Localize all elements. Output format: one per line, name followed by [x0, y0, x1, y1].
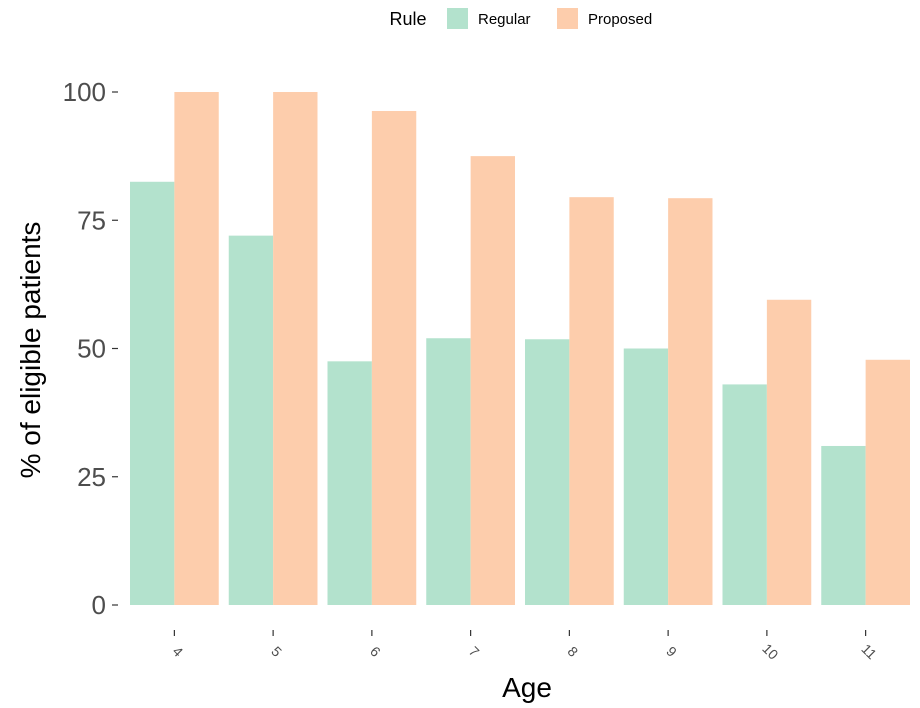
- y-tick-label: 100: [63, 77, 106, 107]
- y-tick-label: 0: [92, 590, 106, 620]
- y-tick-label: 50: [77, 334, 106, 364]
- y-tick-label: 75: [77, 205, 106, 235]
- x-tick-label-7: 7: [466, 643, 483, 660]
- x-tick-label-10: 10: [759, 640, 781, 662]
- legend: Rule Regular Proposed: [389, 8, 652, 29]
- x-axis: 4 5 6 7 8 9 10 11: [169, 630, 880, 663]
- x-tick-label-11: 11: [858, 641, 880, 663]
- legend-label-proposed: Proposed: [588, 11, 652, 28]
- bar-regular-age-8: [525, 339, 570, 605]
- x-tick-label-9: 9: [663, 643, 680, 660]
- y-axis-title: % of eligible patients: [15, 222, 46, 479]
- bar-regular-age-11: [821, 445, 866, 605]
- bars-layer: [130, 92, 910, 606]
- x-tick-label-4: 4: [169, 643, 186, 660]
- bar-proposed-age-6: [371, 110, 417, 605]
- bar-proposed-age-9: [668, 198, 713, 606]
- x-tick-label-5: 5: [268, 643, 285, 660]
- y-axis: 0 25 50 75 100: [63, 77, 118, 620]
- bar-regular-age-4: [130, 181, 175, 605]
- x-axis-title: Age: [502, 672, 552, 703]
- bar-regular-age-5: [228, 235, 274, 605]
- x-tick-label-6: 6: [367, 643, 384, 660]
- bar-regular-age-7: [426, 338, 471, 605]
- bar-regular-age-9: [623, 348, 669, 605]
- bar-proposed-age-5: [273, 92, 318, 605]
- legend-key-proposed: [557, 8, 578, 29]
- bar-proposed-age-10: [766, 299, 812, 605]
- bar-regular-age-6: [327, 361, 372, 605]
- legend-key-regular: [447, 8, 468, 29]
- bar-regular-age-10: [722, 384, 767, 605]
- y-tick-label: 25: [77, 462, 106, 492]
- legend-title: Rule: [389, 9, 426, 29]
- bar-proposed-age-4: [174, 92, 219, 605]
- x-tick-label-8: 8: [564, 643, 581, 660]
- bar-proposed-age-7: [470, 156, 515, 605]
- bar-proposed-age-11: [865, 359, 910, 605]
- bar-proposed-age-8: [569, 197, 614, 606]
- legend-label-regular: Regular: [478, 11, 531, 28]
